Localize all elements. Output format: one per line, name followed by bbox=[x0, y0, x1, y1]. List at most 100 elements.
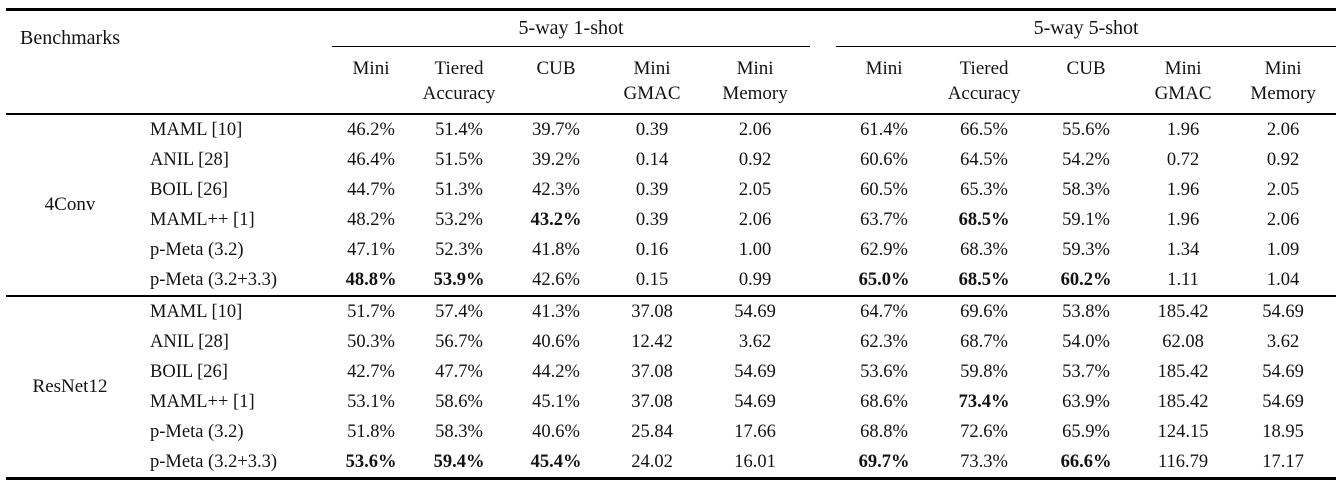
value-cell: 63.7% bbox=[860, 209, 908, 230]
value-cell: 64.5% bbox=[960, 149, 1008, 170]
value-cell: 62.9% bbox=[860, 239, 908, 260]
value-cell: 185.42 bbox=[1157, 391, 1209, 412]
value-cell: 0.99 bbox=[738, 269, 772, 290]
value-cell: 0.39 bbox=[635, 209, 669, 230]
value-cell: 2.05 bbox=[1266, 179, 1300, 200]
benchmark-results-table: Benchmarks 5-way 1-shot 5-way 5-shot Min… bbox=[6, 8, 1337, 480]
table-row: MAML++ [1] 48.2% 53.2% 43.2% 0.39 2.06 63.7% 68… bbox=[6, 205, 1336, 235]
value-cell: 1.11 bbox=[1167, 269, 1199, 290]
value-cell: 54.69 bbox=[734, 391, 776, 412]
value-cell: 1.96 bbox=[1166, 119, 1200, 140]
value-cell: 69.7% bbox=[858, 451, 910, 472]
value-cell: 73.3% bbox=[960, 451, 1008, 472]
benchmark-group-label: ResNet12 bbox=[6, 294, 134, 478]
benchmarks-header: Benchmarks bbox=[6, 9, 333, 115]
value-cell: 44.2% bbox=[532, 361, 580, 382]
value-cell: 2.06 bbox=[738, 119, 772, 140]
value-cell: 2.06 bbox=[1266, 119, 1300, 140]
table-row: p-Meta (3.2) 47.1% 52.3% 41.8% 0.16 1.00 62.9%… bbox=[6, 235, 1336, 265]
value-cell: 68.7% bbox=[960, 331, 1008, 352]
value-cell: 58.3% bbox=[435, 421, 483, 442]
value-cell: 1.00 bbox=[738, 239, 772, 260]
column-gap bbox=[810, 145, 836, 175]
value-cell: 54.69 bbox=[1230, 294, 1337, 327]
span-header-row: Benchmarks 5-way 1-shot 5-way 5-shot bbox=[6, 9, 1337, 115]
value-cell: 53.9% bbox=[433, 269, 485, 290]
column-header: Mini Memory bbox=[700, 46, 811, 115]
column-gap bbox=[810, 387, 836, 417]
value-cell: 51.8% bbox=[347, 421, 395, 442]
method-label: MAML++ [1] bbox=[150, 209, 255, 230]
value-cell: 52.3% bbox=[435, 239, 483, 260]
value-cell: 17.17 bbox=[1262, 451, 1304, 472]
value-cell: 66.6% bbox=[1060, 451, 1112, 472]
value-cell: 16.01 bbox=[734, 451, 776, 472]
column-header: Tiered Accuracy bbox=[410, 46, 509, 115]
value-cell: 62.08 bbox=[1162, 331, 1204, 352]
value-cell: 42.3% bbox=[532, 179, 580, 200]
value-cell: 55.6% bbox=[1062, 119, 1110, 140]
value-cell: 3.62 bbox=[1266, 331, 1300, 352]
column-header: Tiered Accuracy bbox=[932, 46, 1037, 115]
column-header: Mini GMAC bbox=[1136, 46, 1231, 115]
method-label: BOIL [26] bbox=[150, 179, 228, 200]
value-cell: 40.6% bbox=[532, 421, 580, 442]
value-cell: 68.5% bbox=[958, 269, 1010, 290]
value-cell: 64.7% bbox=[836, 294, 933, 327]
value-cell: 46.4% bbox=[347, 149, 395, 170]
value-cell: 59.1% bbox=[1062, 209, 1110, 230]
value-cell: 1.96 bbox=[1166, 209, 1200, 230]
value-cell: 116.79 bbox=[1157, 451, 1209, 472]
value-cell: 185.42 bbox=[1157, 361, 1209, 382]
table-row: p-Meta (3.2+3.3) 53.6% 59.4% 45.4% 24.02 16.0… bbox=[6, 447, 1336, 479]
table-row: 4Conv MAML [10] 46.2% 51.4% 39.7% 0.39 2.06 61.… bbox=[6, 114, 1336, 215]
table-row: p-Meta (3.2) 51.8% 58.3% 40.6% 25.84 17.66 68.… bbox=[6, 417, 1336, 447]
value-cell: 57.4% bbox=[410, 294, 509, 327]
value-cell: 59.8% bbox=[960, 361, 1008, 382]
method-label: p-Meta (3.2+3.3) bbox=[150, 269, 278, 290]
value-cell: 54.69 bbox=[734, 361, 776, 382]
value-cell: 59.3% bbox=[1062, 239, 1110, 260]
table-row: ANIL [28] 46.4% 51.5% 39.2% 0.14 0.92 60.6% 64.… bbox=[6, 145, 1336, 175]
value-cell: 0.72 bbox=[1166, 149, 1200, 170]
value-cell: 54.69 bbox=[1262, 361, 1304, 382]
method-label: p-Meta (3.2+3.3) bbox=[150, 451, 278, 472]
value-cell: 0.92 bbox=[738, 149, 772, 170]
column-gap bbox=[810, 114, 836, 145]
column-header: Mini bbox=[836, 46, 933, 115]
value-cell: 37.08 bbox=[631, 391, 673, 412]
column-gap bbox=[810, 294, 837, 327]
value-cell: 60.2% bbox=[1060, 269, 1112, 290]
value-cell: 68.8% bbox=[860, 421, 908, 442]
value-cell: 1.34 bbox=[1166, 239, 1200, 260]
value-cell: 0.39 bbox=[635, 119, 669, 140]
table-row: BOIL [26] 42.7% 47.7% 44.2% 37.08 54.69 53.6% 5… bbox=[6, 357, 1336, 387]
method-label: MAML [10] bbox=[150, 119, 243, 140]
value-cell: 124.15 bbox=[1157, 421, 1209, 442]
method-label: p-Meta (3.2) bbox=[150, 421, 244, 442]
value-cell: 51.7% bbox=[332, 294, 411, 327]
value-cell: 39.7% bbox=[532, 119, 580, 140]
value-cell: 39.2% bbox=[532, 149, 580, 170]
method-label: ANIL [28] bbox=[150, 149, 229, 170]
table-body: 4Conv MAML [10] 46.2% 51.4% 39.7% 0.39 2.06 61.… bbox=[6, 114, 1337, 479]
value-cell: 18.95 bbox=[1262, 421, 1304, 442]
value-cell: 58.6% bbox=[435, 391, 483, 412]
value-cell: 24.02 bbox=[631, 451, 673, 472]
value-cell: 48.8% bbox=[345, 269, 397, 290]
span-header-5shot: 5-way 5-shot bbox=[836, 9, 1337, 47]
value-cell: 50.3% bbox=[347, 331, 395, 352]
value-cell: 63.9% bbox=[1062, 391, 1110, 412]
value-cell: 40.6% bbox=[532, 331, 580, 352]
method-label: p-Meta (3.2) bbox=[150, 239, 244, 260]
method-label: BOIL [26] bbox=[150, 361, 228, 382]
column-gap bbox=[810, 417, 836, 447]
column-header: Mini GMAC bbox=[604, 46, 701, 115]
value-cell: 65.3% bbox=[960, 179, 1008, 200]
value-cell: 185.42 bbox=[1136, 294, 1231, 327]
value-cell: 45.4% bbox=[530, 451, 582, 472]
value-cell: 0.39 bbox=[635, 179, 669, 200]
value-cell: 17.66 bbox=[734, 421, 776, 442]
value-cell: 68.5% bbox=[958, 209, 1010, 230]
